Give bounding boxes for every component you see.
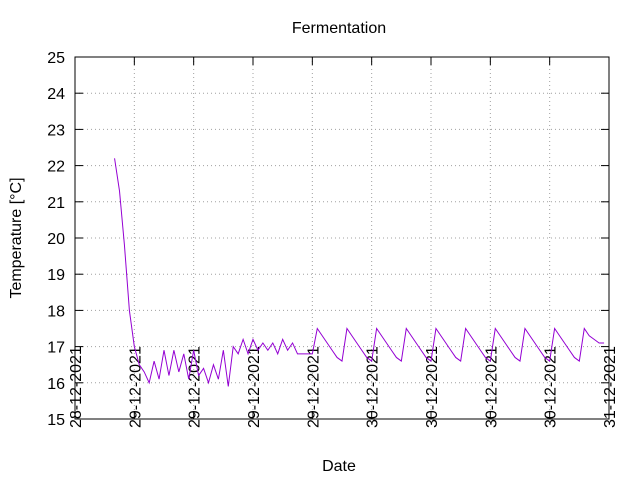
chart-title: Fermentation <box>292 20 386 37</box>
x-tick-label: 30-12-2021 <box>543 346 560 428</box>
y-tick-label: 24 <box>47 86 65 103</box>
x-tick-label: 29-12-2021 <box>127 346 144 428</box>
x-tick-label: 30-12-2021 <box>424 346 441 428</box>
x-tick-label: 30-12-2021 <box>365 346 382 428</box>
x-tick-label: 29-12-2021 <box>246 346 263 428</box>
x-tick-label: 30-12-2021 <box>483 346 500 428</box>
y-tick-label: 19 <box>47 267 65 284</box>
plot-border <box>74 56 610 420</box>
y-axis-label: Temperature [°C] <box>8 177 25 298</box>
y-tick-label: 25 <box>47 50 65 67</box>
y-tick-label: 20 <box>47 231 65 248</box>
x-tick-label: 29-12-2021 <box>305 346 322 428</box>
x-tick-label: 28-12-2021 <box>68 346 85 428</box>
x-axis-label: Date <box>322 458 356 475</box>
y-tick-label: 21 <box>47 195 65 212</box>
x-tick-label: 31-12-2021 <box>602 346 619 428</box>
y-tick-label: 23 <box>47 122 65 139</box>
y-tick-label: 17 <box>47 340 65 357</box>
y-tick-label: 16 <box>47 376 65 393</box>
y-tick-label: 18 <box>47 303 65 320</box>
data-line <box>114 158 605 387</box>
y-tick-label: 15 <box>47 412 65 429</box>
y-tick-label: 22 <box>47 159 65 176</box>
